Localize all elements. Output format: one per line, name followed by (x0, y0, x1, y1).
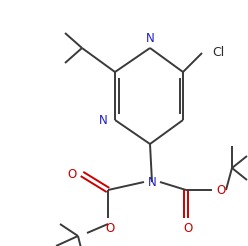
Text: O: O (105, 221, 115, 234)
Text: Cl: Cl (212, 46, 224, 60)
Text: N: N (99, 113, 107, 126)
Text: O: O (216, 184, 225, 197)
Text: O: O (183, 221, 193, 234)
Text: O: O (67, 168, 77, 181)
Text: N: N (148, 175, 156, 188)
Text: N: N (146, 31, 154, 45)
